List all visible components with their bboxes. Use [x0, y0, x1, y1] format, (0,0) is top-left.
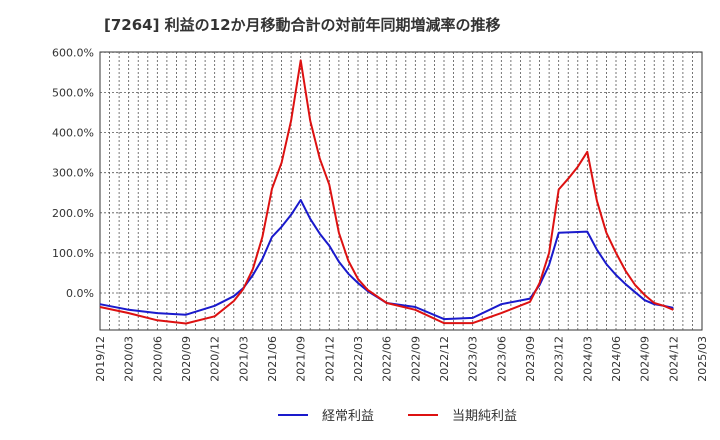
x-tick-label: 2020/06	[151, 336, 164, 382]
legend-label-ordinary-profit: 経常利益	[322, 409, 374, 424]
x-tick-label: 2023/03	[467, 336, 480, 382]
grid	[100, 52, 702, 330]
legend-label-net-income: 当期純利益	[452, 409, 517, 424]
x-tick-label: 2022/12	[438, 336, 451, 382]
chart-title: [7264] 利益の12か月移動合計の対前年同期増減率の推移	[104, 16, 501, 34]
x-tick-label: 2023/09	[524, 336, 537, 382]
y-tick-label: 300.0%	[52, 167, 94, 180]
legend: 経常利益 当期純利益	[278, 409, 517, 424]
x-tick-label: 2023/06	[495, 336, 508, 382]
x-tick-label: 2021/06	[266, 336, 279, 382]
x-tick-label: 2025/03	[696, 336, 709, 382]
x-tick-label: 2022/03	[352, 336, 365, 382]
x-axis: 2019/12 2020/03 2020/06 2020/09 2020/12 2021/…	[94, 336, 709, 382]
x-tick-label: 2020/09	[180, 336, 193, 382]
x-tick-label: 2022/09	[409, 336, 422, 382]
x-tick-label: 2022/06	[381, 336, 394, 382]
y-tick-label: 500.0%	[52, 87, 94, 100]
y-tick-label: 100.0%	[52, 247, 94, 260]
y-tick-label: 400.0%	[52, 127, 94, 140]
y-axis: 0.0% 100.0% 200.0% 300.0% 400.0% 500.0% 600.0%	[52, 46, 94, 300]
x-tick-label: 2024/06	[610, 336, 623, 382]
x-tick-label: 2019/12	[94, 336, 107, 382]
plot-frame	[99, 51, 703, 331]
x-tick-label: 2021/09	[295, 336, 308, 382]
series-lines	[99, 59, 674, 325]
y-tick-label: 200.0%	[52, 207, 94, 220]
x-tick-label: 2020/12	[209, 336, 222, 382]
y-tick-label: 600.0%	[52, 46, 94, 59]
x-tick-label: 2021/12	[323, 336, 336, 382]
y-tick-label: 0.0%	[66, 287, 94, 300]
x-tick-label: 2020/03	[123, 336, 136, 382]
x-tick-label: 2024/12	[667, 336, 680, 382]
series-line-net-income	[99, 59, 674, 325]
x-tick-label: 2021/03	[237, 336, 250, 382]
x-tick-label: 2024/09	[639, 336, 652, 382]
x-tick-label: 2024/03	[581, 336, 594, 382]
x-tick-label: 2023/12	[553, 336, 566, 382]
